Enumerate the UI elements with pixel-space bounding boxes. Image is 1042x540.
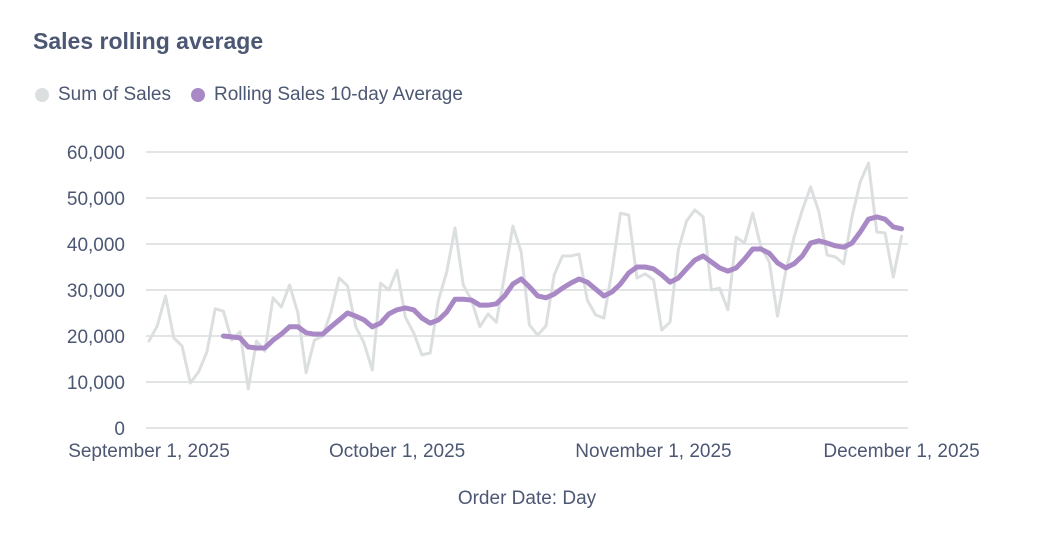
x-tick-label: September 1, 2025 bbox=[68, 441, 230, 462]
y-tick-label: 30,000 bbox=[67, 281, 125, 302]
y-tick-label: 0 bbox=[114, 419, 125, 440]
y-tick-label: 50,000 bbox=[67, 189, 125, 210]
x-tick-label: November 1, 2025 bbox=[575, 441, 731, 462]
legend-item-sum-of-sales[interactable]: Sum of Sales bbox=[35, 84, 171, 106]
y-tick-label: 20,000 bbox=[67, 327, 125, 348]
x-tick-label: October 1, 2025 bbox=[329, 441, 465, 462]
y-tick-label: 60,000 bbox=[67, 143, 125, 164]
legend: Sum of Sales Rolling Sales 10-day Averag… bbox=[35, 84, 463, 106]
series-line-sum-of-sales bbox=[147, 161, 904, 391]
x-tick-label: December 1, 2025 bbox=[823, 441, 979, 462]
legend-label: Rolling Sales 10-day Average bbox=[214, 84, 463, 105]
legend-dot-icon bbox=[191, 88, 205, 102]
x-axis-title: Order Date: Day bbox=[458, 488, 597, 509]
chart-title: Sales rolling average bbox=[33, 28, 264, 54]
legend-dot-icon bbox=[35, 88, 49, 102]
y-tick-label: 10,000 bbox=[67, 373, 125, 394]
legend-label: Sum of Sales bbox=[58, 84, 171, 105]
y-tick-label: 40,000 bbox=[67, 235, 125, 256]
legend-item-rolling-average[interactable]: Rolling Sales 10-day Average bbox=[191, 84, 463, 106]
